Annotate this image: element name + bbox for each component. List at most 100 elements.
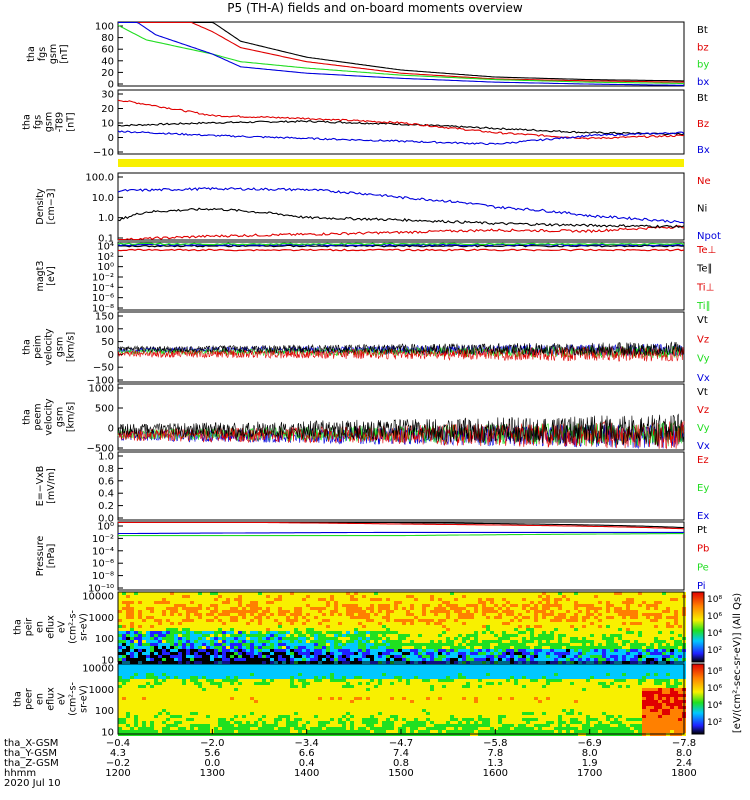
colorbar-tick: 10⁴ [707, 701, 722, 711]
x-tick-label: 8.0 [582, 748, 598, 759]
colorbar-tick: 10² [707, 718, 722, 728]
y-tick-label: 0 [108, 80, 114, 91]
y-tick-label: −50 [93, 363, 114, 374]
series-group-7 [117, 521, 685, 537]
y-tick-label: −100 [87, 376, 114, 387]
panel-p2: 30 20 10 0 −10 tha fgs gsm -T89 [nT] Bt Bz Bx [22, 89, 710, 159]
legend-label-Vy: Vy [697, 423, 710, 434]
y-axis-label: eflux [46, 615, 57, 639]
x-tick-label: 0.0 [204, 758, 220, 769]
page-title: P5 (TH-A) fields and on-board moments ov… [227, 1, 523, 15]
y-axis-label: fgs [37, 47, 48, 61]
colorbar-tick: 10⁸ [707, 595, 722, 605]
x-tick-label: 2.4 [676, 758, 692, 769]
y-tick-label: 10² [97, 252, 114, 263]
y-tick-label: 10⁴ [97, 242, 114, 253]
legend-label-Bz: Bz [697, 119, 709, 130]
y-tick-label: 20 [101, 104, 114, 115]
y-tick-label: 30 [101, 90, 114, 101]
series-line-by [117, 24, 684, 84]
series-line-bx [118, 21, 685, 86]
y-tick-label: −10 [93, 148, 114, 159]
y-tick-label: 10000 [82, 664, 114, 675]
legend-label-Bt: Bt [697, 93, 708, 104]
series-group-0 [117, 21, 685, 86]
y-tick-label: 0.4 [98, 489, 114, 500]
panel-frame [117, 172, 685, 241]
y-tick-label: 10 [101, 119, 114, 130]
y-tick-label: 1000 [89, 384, 114, 395]
y-tick-label: 10⁻² [92, 273, 114, 284]
y-axis-label: peer [24, 688, 35, 710]
y-tick-label: 0.2 [98, 501, 114, 512]
y-tick-label: 60 [101, 45, 114, 56]
legend-label-Te∥: Te∥ [696, 264, 713, 275]
legend-label-Vt: Vt [697, 387, 708, 398]
y-tick-label: 10000 [82, 592, 114, 603]
x-tick-label: −5.8 [483, 738, 507, 749]
y-axis-label: gsm [44, 112, 55, 132]
y-axis-label: eV [57, 692, 68, 705]
y-axis-label: tha [26, 46, 37, 62]
panel-frame [117, 241, 685, 311]
y-axis-label: tha [22, 339, 33, 355]
series-line-Pe [118, 533, 684, 537]
y-tick-label: 10⁻⁶ [92, 559, 114, 570]
quality-flag-bar [118, 159, 684, 167]
y-tick-label: 10 [101, 728, 114, 739]
legend-label-Ey: Ey [697, 483, 709, 494]
series-line-Bz [117, 99, 685, 140]
legend-label-Vz: Vz [697, 334, 709, 345]
y-axis-label: [nPa] [46, 544, 57, 569]
series-line-Ni [117, 207, 685, 229]
y-tick-label: 10⁻⁴ [92, 546, 114, 557]
legend-label-Ez: Ez [697, 455, 709, 466]
x-tick-label: −7.8 [672, 738, 696, 749]
legend-label-Vx: Vx [697, 373, 710, 384]
x-tick-label: 6.6 [299, 748, 315, 759]
x-tick-label: −2.0 [200, 738, 224, 749]
x-tick-label: −3.4 [295, 738, 319, 749]
y-tick-label: 80 [101, 33, 114, 44]
colorbar-tick: 10⁴ [707, 629, 722, 639]
y-tick-label: 0 [108, 133, 114, 144]
x-tick-label: 1.9 [582, 758, 598, 769]
y-tick-label: 50 [101, 337, 114, 348]
panel-p3: 100.0 10.0 1.0 0.1 Density [cm−3] Ne Ni Npot [35, 172, 721, 245]
series-line-Pb [118, 521, 685, 530]
y-tick-label: 150 [95, 312, 114, 323]
y-axis-label: [mV/m] [46, 468, 57, 504]
x-tick-label: 7.4 [393, 748, 409, 759]
y-tick-label: 500 [95, 404, 114, 415]
colorbar-tick: 10² [707, 646, 722, 656]
y-axis-label: -T89 [55, 112, 66, 132]
y-axis-label: velocity [44, 398, 55, 436]
series-group-1 [117, 99, 685, 146]
series-line-bz [118, 21, 685, 83]
y-tick-label: 100 [95, 324, 114, 335]
x-tick-label: −0.4 [106, 738, 130, 749]
x-tick-label: 1200 [105, 768, 130, 779]
y-tick-label: 100 [95, 706, 114, 717]
legend-label-Npot: Npot [697, 231, 721, 242]
y-axis-label: [km/s] [66, 332, 77, 362]
y-tick-label: 0 [108, 350, 114, 361]
x-tick-label: 1800 [671, 768, 696, 779]
panel-p6: 1000 500 0 −500 tha peem velocity gsm [km/s] Vt Vz… [22, 383, 710, 455]
y-axis-label: sr-eV) [79, 613, 90, 641]
y-axis-label: Density [35, 188, 46, 224]
spectrogram-9 [117, 663, 686, 736]
legend-label-Ex: Ex [697, 511, 709, 522]
y-tick-label: 10⁻² [92, 534, 114, 545]
y-axis-label: eV [57, 620, 68, 633]
legend-label-Vy: Vy [697, 354, 710, 365]
y-tick-label: 100 [95, 634, 114, 645]
legend-label-Ti⊥: Ti⊥ [696, 282, 714, 293]
y-tick-label: 0.6 [98, 476, 114, 487]
legend-label-Ne: Ne [697, 176, 711, 187]
y-axis-label: gsm [55, 337, 66, 357]
